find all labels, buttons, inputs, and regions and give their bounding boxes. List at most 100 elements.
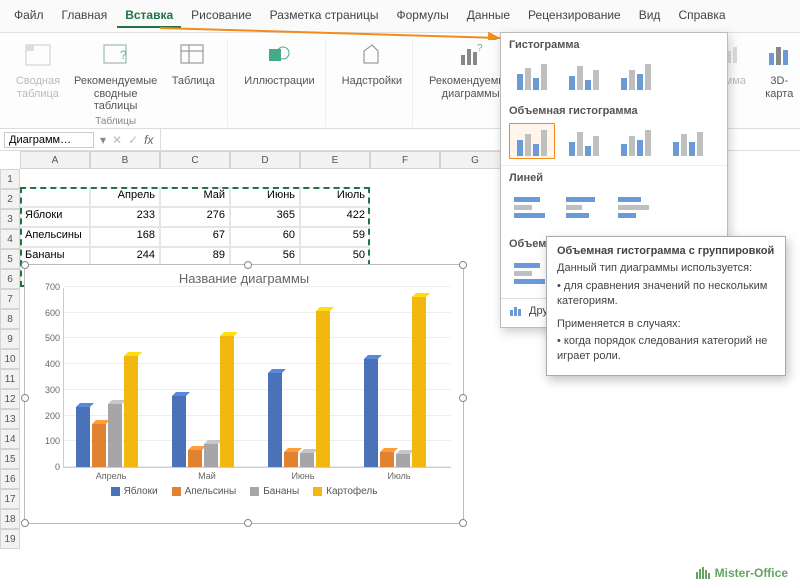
resize-handle-ne[interactable] [459, 261, 467, 269]
chart-thumb[interactable] [561, 190, 607, 226]
cell[interactable]: 422 [300, 207, 370, 227]
bar-group [364, 297, 426, 467]
col-header-A[interactable]: A [20, 151, 90, 169]
col-header-E[interactable]: E [300, 151, 370, 169]
chart-thumb[interactable] [613, 190, 659, 226]
cell[interactable]: Июль [300, 187, 370, 207]
chart-thumb[interactable] [561, 123, 607, 159]
bar [92, 424, 106, 467]
row-header-4[interactable]: 4 [0, 229, 20, 249]
cell[interactable]: 168 [90, 227, 160, 247]
cell[interactable]: Июнь [230, 187, 300, 207]
gallery-section-bar2d: Линей [501, 165, 727, 188]
resize-handle-n[interactable] [244, 261, 252, 269]
row-header-7[interactable]: 7 [0, 289, 20, 309]
tooltip-line: Применяется в случаях: [557, 317, 775, 332]
cell[interactable]: 276 [160, 207, 230, 227]
row-header-10[interactable]: 10 [0, 349, 20, 369]
cell[interactable]: 67 [160, 227, 230, 247]
chart-thumb[interactable] [665, 123, 711, 159]
resize-handle-nw[interactable] [21, 261, 29, 269]
cell[interactable] [20, 187, 90, 207]
table-button[interactable]: Таблица [165, 39, 221, 115]
recommended-pivot-icon: ? [100, 41, 132, 73]
table-icon [177, 41, 209, 73]
col-header-F[interactable]: F [370, 151, 440, 169]
menu-рисование[interactable]: Рисование [183, 4, 259, 28]
legend-item: Картофель [313, 486, 377, 497]
cell[interactable]: Яблоки [20, 207, 90, 227]
row-header-3[interactable]: 3 [0, 209, 20, 229]
cell[interactable]: Май [160, 187, 230, 207]
addins-button[interactable]: Надстройки [338, 39, 406, 90]
recommended-pivot-button[interactable]: ? Рекомендуемые сводные таблицы [70, 39, 161, 115]
resize-handle-e[interactable] [459, 394, 467, 402]
bar [124, 356, 138, 467]
3d-map-button[interactable]: 3D- карта [759, 39, 799, 102]
menu-данные[interactable]: Данные [459, 4, 518, 28]
fx-icon[interactable]: fx [144, 133, 153, 147]
pivot-table-icon [22, 41, 54, 73]
chart-thumb[interactable] [509, 123, 555, 159]
embedded-chart[interactable]: Название диаграммы 010020030040050060070… [24, 264, 464, 524]
pivot-table-button[interactable]: Сводная таблица [10, 39, 66, 115]
cell[interactable]: Апрель [90, 187, 160, 207]
resize-handle-se[interactable] [459, 519, 467, 527]
chart-thumb[interactable] [613, 57, 659, 93]
col-header-C[interactable]: C [160, 151, 230, 169]
row-header-18[interactable]: 18 [0, 509, 20, 529]
row-header-1[interactable]: 1 [0, 169, 20, 189]
row-header-11[interactable]: 11 [0, 369, 20, 389]
illustrations-button[interactable]: Иллюстрации [240, 39, 318, 90]
cell[interactable]: 59 [300, 227, 370, 247]
cell[interactable]: 365 [230, 207, 300, 227]
menu-вид[interactable]: Вид [631, 4, 669, 28]
bar-group [268, 311, 330, 467]
row-header-15[interactable]: 15 [0, 449, 20, 469]
cell[interactable]: 233 [90, 207, 160, 227]
bar [188, 450, 202, 467]
menu-файл[interactable]: Файл [6, 4, 52, 28]
cell[interactable]: 60 [230, 227, 300, 247]
menu-главная[interactable]: Главная [54, 4, 116, 28]
chart-plot-area: 0100200300400500600700АпрельМайИюньИюль [63, 288, 451, 468]
row-header-13[interactable]: 13 [0, 409, 20, 429]
resize-handle-sw[interactable] [21, 519, 29, 527]
namebox-dropdown-icon[interactable]: ▾ [100, 133, 106, 147]
row-header-9[interactable]: 9 [0, 329, 20, 349]
row-header-5[interactable]: 5 [0, 249, 20, 269]
chart-title[interactable]: Название диаграммы [25, 265, 463, 288]
menu-разметка страницы[interactable]: Разметка страницы [262, 4, 387, 28]
menu-справка[interactable]: Справка [670, 4, 733, 28]
resize-handle-w[interactable] [21, 394, 29, 402]
cell[interactable]: Апельсины [20, 227, 90, 247]
name-box[interactable]: Диаграмм… [4, 132, 94, 148]
row-header-19[interactable]: 19 [0, 529, 20, 549]
chart-thumb[interactable] [561, 57, 607, 93]
row-header-14[interactable]: 14 [0, 429, 20, 449]
col-header-D[interactable]: D [230, 151, 300, 169]
recommended-charts-icon: ? [455, 41, 487, 73]
row-header-12[interactable]: 12 [0, 389, 20, 409]
y-tick: 100 [34, 436, 60, 446]
row-header-8[interactable]: 8 [0, 309, 20, 329]
bar [76, 407, 90, 467]
col-header-B[interactable]: B [90, 151, 160, 169]
menu-рецензирование[interactable]: Рецензирование [520, 4, 629, 28]
row-header-16[interactable]: 16 [0, 469, 20, 489]
chart-thumb[interactable] [613, 123, 659, 159]
svg-text:?: ? [477, 43, 483, 54]
ribbon-group-tables: Сводная таблица ? Рекомендуемые сводные … [4, 39, 228, 127]
resize-handle-s[interactable] [244, 519, 252, 527]
menu-вставка[interactable]: Вставка [117, 4, 181, 28]
fx-cancel-icon[interactable]: ✕ [112, 133, 122, 147]
fx-confirm-icon[interactable]: ✓ [128, 133, 138, 147]
bar-chart-icon [509, 305, 523, 317]
row-header-2[interactable]: 2 [0, 189, 20, 209]
ribbon-group-addins: Надстройки [332, 39, 413, 127]
row-header-17[interactable]: 17 [0, 489, 20, 509]
row-header-6[interactable]: 6 [0, 269, 20, 289]
chart-thumb[interactable] [509, 57, 555, 93]
menu-формулы[interactable]: Формулы [388, 4, 456, 28]
chart-thumb[interactable] [509, 190, 555, 226]
